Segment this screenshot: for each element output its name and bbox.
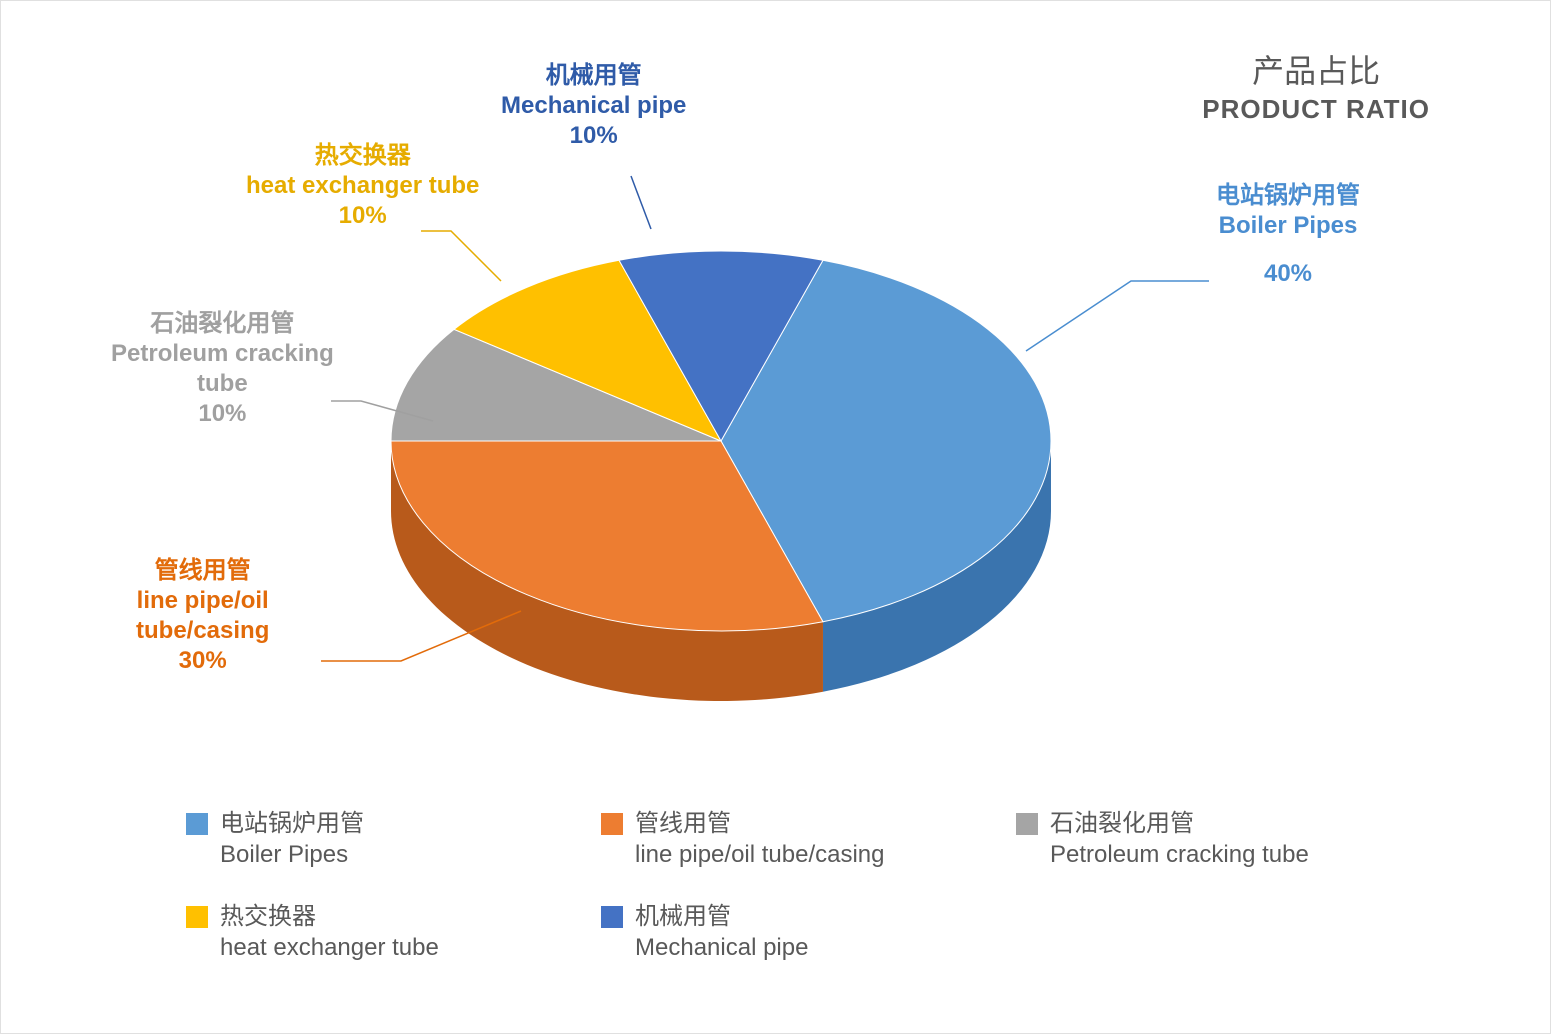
label-boiler: 电站锅炉用管 Boiler Pipes 40% (1216, 181, 1360, 289)
label-linepipe-en2: tube/casing (136, 616, 269, 646)
label-heatex-en: heat exchanger tube (246, 171, 479, 201)
label-boiler-pct: 40% (1216, 259, 1360, 289)
legend-text-cracking: 石油裂化用管Petroleum cracking tube (1050, 808, 1309, 870)
label-mech-pct: 10% (501, 121, 686, 151)
label-linepipe-cn: 管线用管 (136, 556, 269, 586)
legend-item-cracking: 石油裂化用管Petroleum cracking tube (1016, 808, 1336, 870)
legend-row: 热交换器heat exchanger tube 机械用管Mechanical pi… (186, 901, 1450, 963)
legend-swatch-heatex (186, 906, 208, 928)
label-mech-cn: 机械用管 (501, 61, 686, 91)
leader-heatex (421, 231, 501, 281)
leader-boiler (1026, 281, 1209, 351)
label-heatex-cn: 热交换器 (246, 141, 479, 171)
label-cracking: 石油裂化用管 Petroleum cracking tube 10% (111, 309, 334, 429)
legend-item-heatex: 热交换器heat exchanger tube (186, 901, 506, 963)
legend-text-heatex: 热交换器heat exchanger tube (220, 901, 439, 963)
label-cracking-en1: Petroleum cracking (111, 339, 334, 369)
legend-swatch-linepipe (601, 813, 623, 835)
chart-container: 产品占比 PRODUCT RATIO 电站锅炉用管 Boiler Pipes 4… (0, 0, 1551, 1034)
leader-mech (631, 176, 651, 229)
legend-text-boiler: 电站锅炉用管Boiler Pipes (220, 808, 364, 870)
legend-item-linepipe: 管线用管line pipe/oil tube/casing (601, 808, 921, 870)
legend-swatch-boiler (186, 813, 208, 835)
legend-swatch-mech (601, 906, 623, 928)
legend-text-linepipe: 管线用管line pipe/oil tube/casing (635, 808, 885, 870)
label-boiler-cn: 电站锅炉用管 (1216, 181, 1360, 211)
label-cracking-en2: tube (111, 369, 334, 399)
legend-item-mech: 机械用管Mechanical pipe (601, 901, 921, 963)
label-linepipe: 管线用管 line pipe/oil tube/casing 30% (136, 556, 269, 676)
legend-text-mech: 机械用管Mechanical pipe (635, 901, 808, 963)
label-linepipe-pct: 30% (136, 646, 269, 676)
legend: 电站锅炉用管Boiler Pipes 管线用管line pipe/oil tube… (186, 808, 1450, 993)
label-mech-en: Mechanical pipe (501, 91, 686, 121)
label-heatex: 热交换器 heat exchanger tube 10% (246, 141, 479, 231)
label-cracking-cn: 石油裂化用管 (111, 309, 334, 339)
label-cracking-pct: 10% (111, 399, 334, 429)
legend-row: 电站锅炉用管Boiler Pipes 管线用管line pipe/oil tube… (186, 808, 1450, 870)
label-heatex-pct: 10% (246, 201, 479, 231)
legend-item-boiler: 电站锅炉用管Boiler Pipes (186, 808, 506, 870)
legend-swatch-cracking (1016, 813, 1038, 835)
label-mech: 机械用管 Mechanical pipe 10% (501, 61, 686, 151)
label-boiler-en: Boiler Pipes (1216, 211, 1360, 241)
label-linepipe-en1: line pipe/oil (136, 586, 269, 616)
